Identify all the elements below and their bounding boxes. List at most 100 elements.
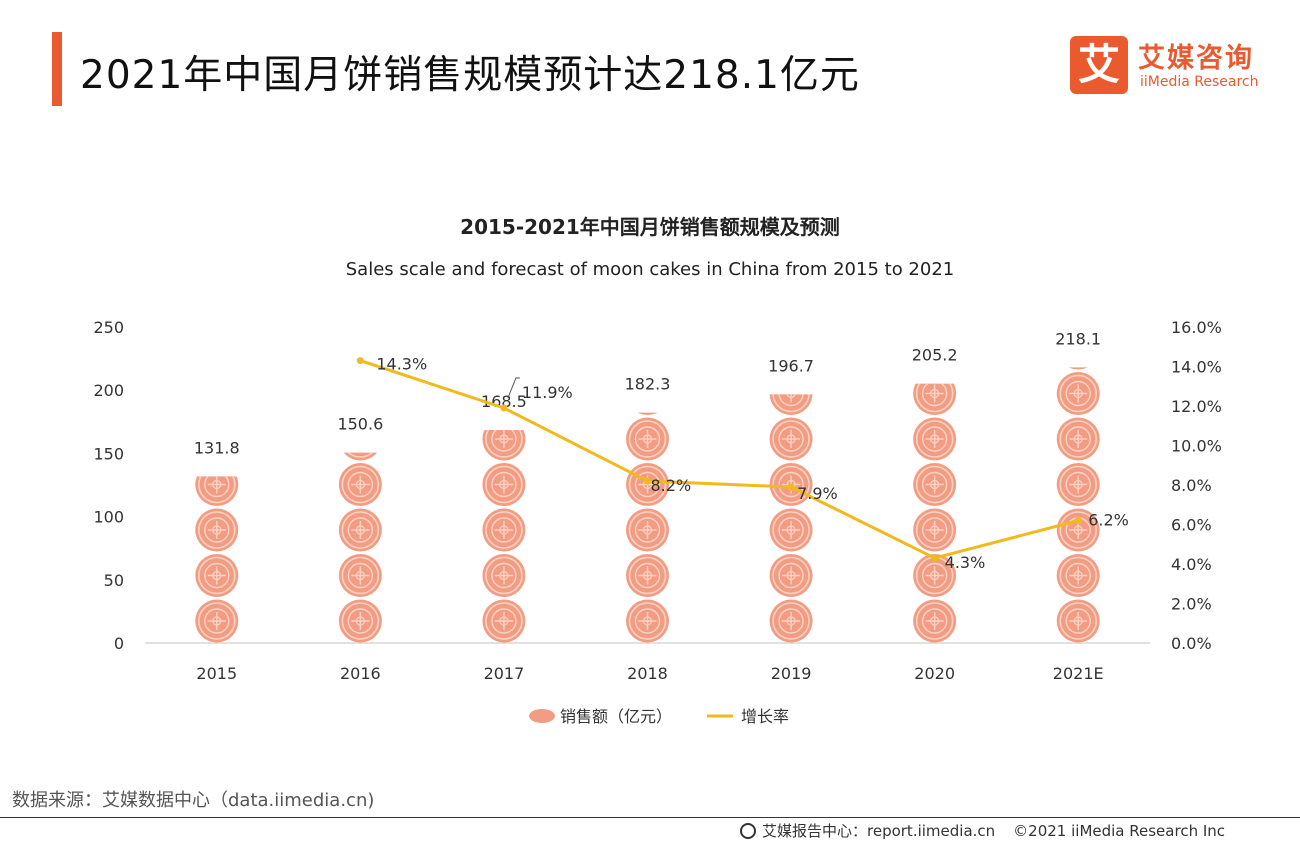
moon-cake-unit: [338, 598, 383, 643]
label-leader-line: [507, 377, 520, 399]
data-source-note: 数据来源：艾媒数据中心（data.iimedia.cn): [12, 790, 375, 811]
growth-rate-line: [359, 359, 1079, 560]
logo-mark: 艾: [1070, 36, 1128, 94]
y-right-tick-label: 12.0%: [1171, 397, 1222, 416]
bar-value-label: 182.3: [625, 375, 671, 394]
moon-cake-unit: [194, 476, 240, 507]
bar-value-label: 205.2: [912, 346, 958, 365]
chart-title: 2015-2021年中国月饼销售额规模及预测: [460, 215, 840, 239]
moon-cake-unit: [194, 507, 240, 553]
moon-cake-unit: [481, 430, 527, 462]
bar-2017: [481, 430, 527, 643]
x-tick-label: 2020: [914, 664, 955, 683]
bar-value-label: 218.1: [1055, 329, 1101, 348]
growth-rate-label: 11.9%: [522, 383, 573, 402]
moon-cake-unit: [481, 553, 527, 598]
moon-cake-unit: [338, 553, 383, 598]
growth-rate-label: 7.9%: [797, 484, 838, 503]
growth-rate-point: [356, 357, 364, 365]
bar-2019: [768, 394, 814, 643]
y-left-tick-label: 0: [114, 634, 124, 653]
report-center-icon: [740, 823, 756, 839]
bar-2018: [625, 412, 670, 644]
chart-subtitle: Sales scale and forecast of moon cakes i…: [346, 259, 954, 280]
y-right-tick-label: 8.0%: [1171, 476, 1212, 495]
bar-2020: [912, 383, 957, 643]
moon-cake-unit: [912, 598, 957, 643]
bar-value-label: 196.7: [768, 356, 814, 375]
moon-cake-unit: [1055, 462, 1101, 507]
y-left-tick-label: 200: [93, 381, 124, 400]
moon-cake-unit: [768, 553, 814, 598]
moon-cake-unit: [912, 416, 957, 462]
moon-cake-unit: [768, 507, 814, 553]
moon-cake-unit: [625, 416, 670, 462]
moon-cake-unit: [912, 507, 957, 553]
svg-text:增长率: 增长率: [741, 707, 789, 726]
y-left-tick-label: 250: [93, 318, 124, 337]
y-left-tick-label: 100: [93, 508, 124, 527]
y-left-tick-label: 150: [93, 444, 124, 463]
x-tick-label: 2016: [340, 664, 381, 683]
x-tick-label: 2015: [196, 664, 237, 683]
y-left-tick-label: 50: [104, 571, 124, 590]
moon-cake-unit: [481, 462, 527, 507]
moon-cake-unit: [768, 598, 814, 643]
moon-cake-unit: [768, 416, 814, 462]
logo-chinese-name: 艾媒咨询: [1138, 43, 1254, 74]
footer: 艾媒报告中心：report.iimedia.cn ©2021 iiMedia Re…: [740, 820, 1225, 841]
growth-rate-point: [500, 404, 508, 412]
bar-value-label: 168.5: [481, 392, 527, 411]
logo-english-name: iiMedia Research: [1140, 74, 1259, 90]
moon-cake-unit: [1055, 553, 1101, 598]
moon-cake-unit: [1055, 598, 1101, 643]
moon-cake-unit: [481, 507, 527, 553]
y-right-tick-label: 4.0%: [1171, 555, 1212, 574]
legend-item-growth-rate: 增长率: [707, 707, 789, 726]
y-right-tick-label: 2.0%: [1171, 595, 1212, 614]
moon-cake-unit: [338, 507, 383, 553]
page-title: 2021年中国月饼销售规模预计达218.1亿元: [80, 53, 860, 98]
growth-rate-label: 4.3%: [945, 553, 986, 572]
moon-cake-unit: [912, 462, 957, 507]
bar-value-label: 131.8: [194, 438, 240, 457]
y-right-tick-label: 10.0%: [1171, 437, 1222, 456]
moon-cake-unit: [194, 598, 240, 643]
x-tick-label: 2021E: [1053, 664, 1104, 683]
footer-divider: [0, 817, 1300, 818]
footer-copyright: ©2021 iiMedia Research Inc: [1013, 822, 1226, 840]
growth-rate-point: [931, 554, 939, 562]
moon-cake-unit: [194, 553, 240, 598]
growth-rate-label: 6.2%: [1088, 511, 1129, 530]
moon-cake-unit: [625, 553, 670, 598]
moon-cake-unit: [768, 394, 814, 416]
growth-rate-label: 14.3%: [376, 355, 427, 374]
growth-rate-point: [787, 483, 795, 491]
footer-report-center: 艾媒报告中心：report.iimedia.cn: [762, 822, 996, 840]
y-right-tick-label: 14.0%: [1171, 358, 1222, 377]
moon-cake-unit: [625, 507, 670, 553]
bar-2021E: [1055, 367, 1101, 643]
bar-value-label: 150.6: [337, 415, 383, 434]
x-tick-label: 2018: [627, 664, 668, 683]
legend-item-sales: 销售额（亿元）: [529, 707, 672, 726]
y-right-tick-label: 0.0%: [1171, 634, 1212, 653]
moon-cake-unit: [338, 462, 383, 507]
moon-cake-unit: [1055, 371, 1101, 416]
y-right-tick-label: 6.0%: [1171, 516, 1212, 535]
growth-rate-point: [1074, 517, 1082, 525]
bar-2015: [194, 476, 240, 643]
x-tick-label: 2017: [484, 664, 525, 683]
growth-rate-point: [644, 477, 651, 485]
bar-2016: [338, 452, 383, 643]
title-accent-bar: [52, 32, 62, 106]
moon-cake-unit: [1055, 416, 1101, 462]
moon-cake-unit: [625, 598, 670, 644]
moon-cake-unit: [912, 383, 957, 416]
svg-text:销售额（亿元）: 销售额（亿元）: [560, 707, 672, 726]
iimedia-logo: 艾 艾媒咨询 iiMedia Research: [1070, 34, 1280, 98]
x-tick-label: 2019: [771, 664, 812, 683]
moon-cake-unit: [481, 598, 527, 643]
y-right-tick-label: 16.0%: [1171, 318, 1222, 337]
